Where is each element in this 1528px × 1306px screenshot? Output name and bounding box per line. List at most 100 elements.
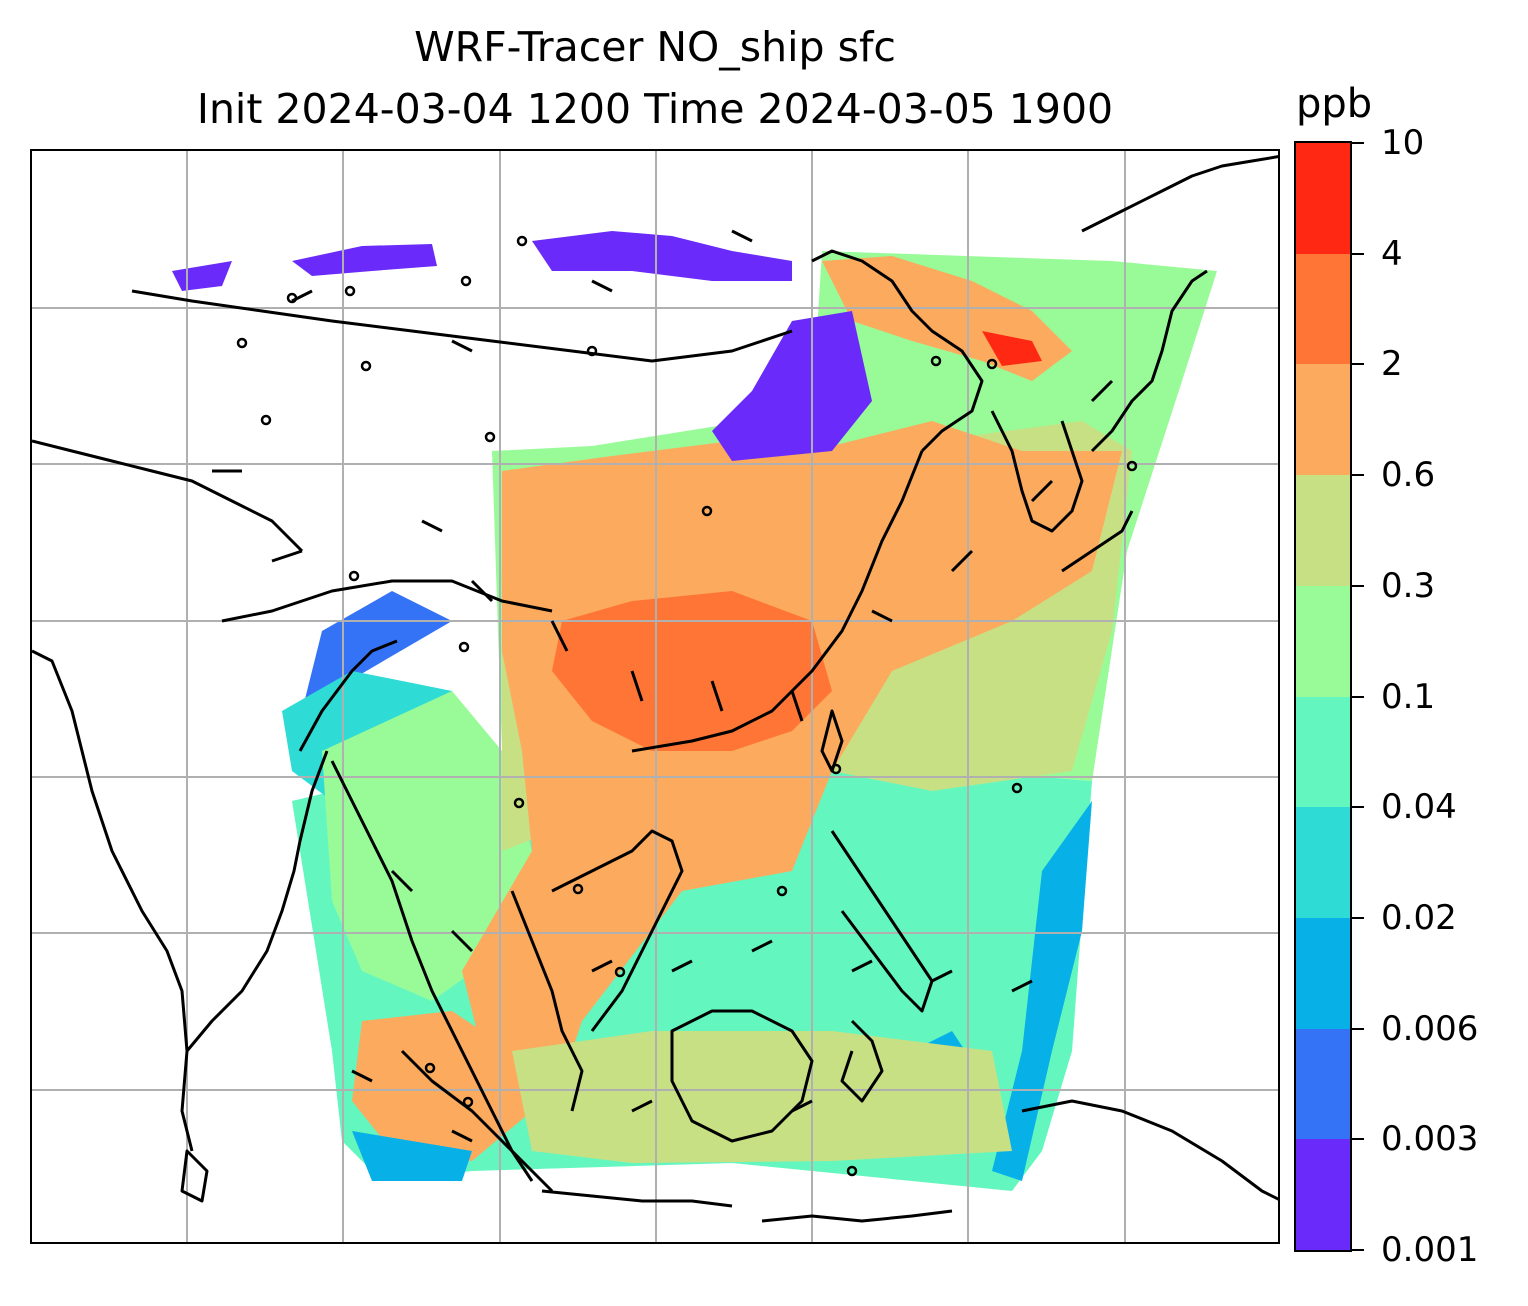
coastlines <box>32 155 1278 1223</box>
plot-title-line2: Init 2024-03-04 1200 Time 2024-03-05 190… <box>196 85 1114 133</box>
wind-barb <box>731 229 753 243</box>
calm-wind-circle <box>286 292 298 304</box>
wind-barb <box>931 969 953 983</box>
colorbar-segment <box>1296 1138 1350 1250</box>
wind-barb <box>591 279 613 293</box>
colorbar-title: ppb <box>1296 81 1373 127</box>
map-gridlines <box>32 151 1278 1242</box>
colorbar-tick <box>1352 806 1364 809</box>
colorbar-tick-label: 0.02 <box>1381 897 1457 938</box>
calm-wind-circle <box>1126 460 1138 472</box>
map-panel <box>30 149 1280 1244</box>
colorbar-segment <box>1296 584 1350 697</box>
calm-wind-circle <box>846 1165 858 1177</box>
calm-wind-circle <box>460 275 472 287</box>
wind-barb <box>631 1099 653 1113</box>
coast-sulawesi <box>840 1019 884 1103</box>
calm-wind-circle <box>424 1062 436 1074</box>
field-region-ne-hotspot <box>982 331 1042 366</box>
calm-wind-circle <box>260 414 272 426</box>
wind-barb <box>851 959 873 973</box>
wind-barb <box>591 959 613 973</box>
field-region-orange-plume <box>462 421 1122 1111</box>
calm-wind-circle <box>360 360 372 372</box>
calm-wind-circle <box>572 883 584 895</box>
calm-wind-circle <box>462 1096 474 1108</box>
wind-barb <box>451 1129 473 1143</box>
calm-wind-circle <box>516 235 528 247</box>
colorbar-tick <box>1352 363 1364 366</box>
coast-korea <box>990 410 1084 533</box>
calm-wind-circle <box>930 355 942 367</box>
coast-india <box>32 649 329 1152</box>
coast-malay <box>510 890 584 1112</box>
colorbar-tick-label: 4 <box>1381 233 1403 274</box>
map-canvas <box>32 151 1278 1242</box>
calm-wind-circle <box>701 505 713 517</box>
wind-barb <box>790 690 804 722</box>
border-mongolia <box>131 289 793 363</box>
colorbar-tick <box>1352 142 1364 144</box>
border-central-asia <box>32 439 304 553</box>
field-region-east-cyan <box>992 801 1092 1181</box>
wind-barb <box>470 579 494 603</box>
coast-china-south <box>631 450 924 753</box>
colorbar-tick-label: 2 <box>1381 344 1403 385</box>
calm-wind-circle <box>614 966 626 978</box>
colorbar-tick <box>1352 1027 1364 1030</box>
colorbar-segment <box>1296 916 1350 1029</box>
calm-wind-circle <box>513 797 525 809</box>
colorbar-tick <box>1352 916 1364 919</box>
field-region-north-purple-4 <box>172 261 232 291</box>
coast-bay-bengal <box>298 639 398 752</box>
wind-barb <box>451 339 473 353</box>
calm-wind-markers <box>236 235 1138 1177</box>
calm-wind-circle <box>586 345 598 357</box>
calm-wind-circle <box>236 337 248 349</box>
border-himalaya <box>221 579 553 623</box>
wind-barb <box>871 609 893 623</box>
wind-barb <box>550 620 569 652</box>
wind-barb <box>271 549 303 563</box>
colorbar <box>1294 141 1352 1252</box>
coast-java <box>541 1189 733 1208</box>
colorbar-tick-label: 0.006 <box>1381 1008 1479 1049</box>
coast-newguinea <box>1021 1099 1278 1201</box>
wind-barb <box>351 1069 373 1083</box>
coast-japan <box>1061 269 1208 573</box>
wind-barb <box>1090 379 1114 403</box>
coast-lesser-islands <box>761 1209 953 1223</box>
coast-philippines <box>830 830 934 1013</box>
colorbar-tick <box>1352 1138 1364 1141</box>
wind-barb <box>1011 979 1033 993</box>
colorbar-segment <box>1296 363 1350 476</box>
wind-barb <box>630 670 644 702</box>
colorbar-tick <box>1352 474 1364 477</box>
coast-borneo <box>670 1009 814 1143</box>
colorbar-tick <box>1352 584 1364 587</box>
wind-barb <box>1030 479 1054 503</box>
field-region-south-cyan <box>352 1131 472 1181</box>
calm-wind-circle <box>830 763 842 775</box>
coast-china-east <box>811 249 984 453</box>
colorbar-tick-label: 0.001 <box>1381 1230 1479 1270</box>
coast-sumatra <box>400 1049 554 1193</box>
colorbar-tick-label: 0.003 <box>1381 1119 1479 1160</box>
wind-barbs <box>212 229 1114 1143</box>
coast-russia-north <box>1081 155 1278 233</box>
coast-srilanka <box>180 1149 209 1203</box>
wind-barb <box>710 680 724 712</box>
wind-barb <box>791 1099 813 1113</box>
colorbar-tick <box>1352 252 1364 255</box>
field-region-south-olive <box>512 1031 1012 1163</box>
calm-wind-circle <box>348 570 360 582</box>
concentration-field <box>172 231 1217 1191</box>
field-region-north-purple-1 <box>712 311 872 461</box>
colorbar-segment <box>1296 252 1350 365</box>
wind-barb <box>671 959 693 973</box>
colorbar-segment <box>1296 806 1350 918</box>
colorbar-tick-label: 0.1 <box>1381 676 1436 717</box>
wind-barb <box>450 929 474 953</box>
colorbar-segment <box>1296 143 1350 254</box>
calm-wind-circle <box>776 885 788 897</box>
